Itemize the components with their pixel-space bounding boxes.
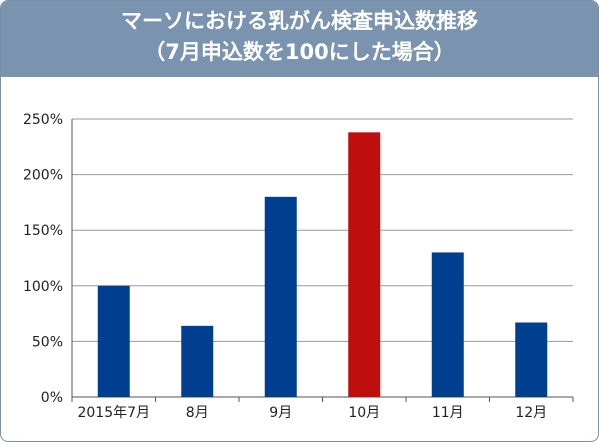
y-tick-label: 100% (23, 279, 63, 295)
y-tick-label: 250% (23, 112, 63, 128)
x-tick-label: 10月 (348, 405, 380, 421)
x-tick-label: 11月 (432, 405, 464, 421)
chart-subtitle: （7月申込数を100にした場合） (144, 40, 455, 64)
x-tick-label: 8月 (186, 405, 209, 421)
x-tick-label: 9月 (269, 405, 292, 421)
y-tick-label: 150% (23, 223, 63, 239)
y-tick-label: 50% (32, 334, 63, 350)
x-tick-label: 2015年7月 (77, 405, 150, 421)
x-tick-label: 12月 (515, 405, 547, 421)
bar (515, 322, 548, 397)
bar (264, 196, 297, 397)
chart-title: マーソにおける乳がん検査申込数推移 (121, 9, 478, 33)
bar (431, 252, 464, 397)
bar (348, 132, 381, 397)
bar (181, 325, 214, 397)
y-tick-label: 0% (41, 390, 63, 406)
bar (97, 285, 130, 397)
y-tick-label: 200% (23, 168, 63, 184)
chart-header: マーソにおける乳がん検査申込数推移 （7月申込数を100にした場合） (1, 1, 598, 77)
